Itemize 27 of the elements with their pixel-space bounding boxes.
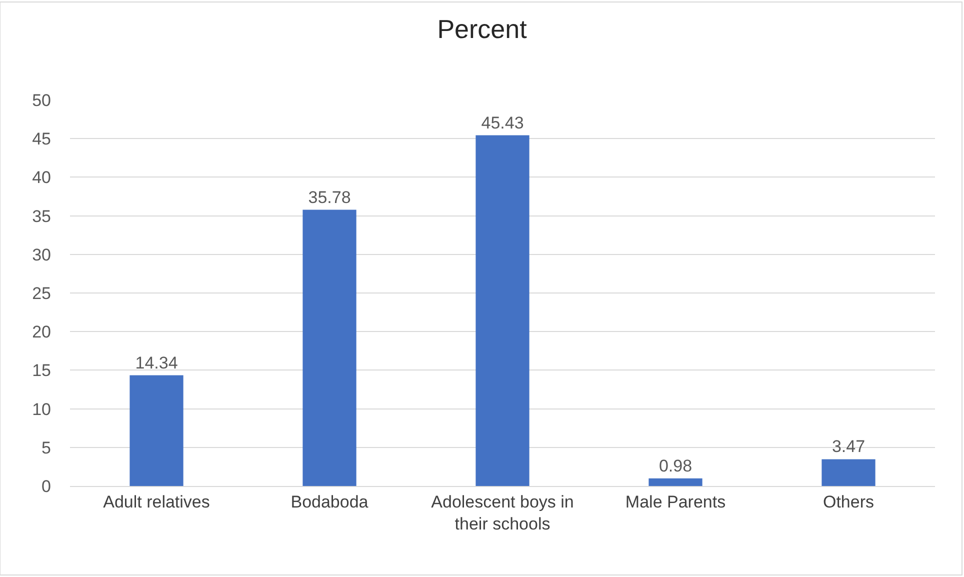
y-tick-label: 20 — [32, 322, 51, 342]
x-tick-label: Male Parents — [625, 492, 726, 512]
data-label: 3.47 — [832, 437, 866, 456]
data-label: 45.43 — [481, 113, 524, 132]
y-tick-label: 50 — [32, 90, 51, 110]
y-tick-label: 30 — [32, 245, 51, 264]
data-label: 35.78 — [308, 188, 351, 207]
y-tick-label: 15 — [32, 361, 51, 380]
x-tick-label: Bodaboda — [290, 492, 369, 512]
x-tick-label: Others — [822, 492, 874, 512]
x-tick-label: Adult relatives — [103, 492, 210, 512]
bar — [648, 478, 702, 486]
x-tick-label: Adolescent boys in their schools — [431, 492, 574, 534]
chart-title: Percent — [437, 14, 528, 44]
y-tick-label: 5 — [42, 438, 51, 458]
data-label: 14.34 — [135, 353, 178, 372]
data-label: 0.98 — [658, 456, 692, 476]
bar — [130, 375, 184, 486]
y-tick-label: 25 — [32, 284, 51, 303]
bar — [476, 135, 530, 486]
y-tick-label: 0 — [42, 476, 51, 496]
y-tick-label: 40 — [32, 168, 51, 188]
y-tick-label: 35 — [32, 206, 51, 226]
y-tick-label: 45 — [32, 130, 51, 149]
bar — [822, 459, 876, 486]
y-tick-label: 10 — [32, 400, 51, 419]
bar — [302, 210, 356, 486]
